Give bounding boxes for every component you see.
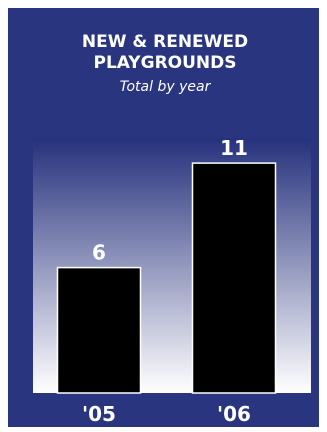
bars-group: 6 '05 11 '06 xyxy=(56,136,277,426)
chart-title-line-2: PLAYGROUNDS xyxy=(93,53,236,73)
bar-value-label-1: 6 xyxy=(92,241,106,265)
x-tick-label-1: '05 xyxy=(82,402,116,426)
chart-subtitle: Total by year xyxy=(120,79,212,95)
bar-value-label-2: 11 xyxy=(220,136,248,160)
chart-title-line-1: NEW & RENEWED xyxy=(82,32,248,52)
bar-1 xyxy=(56,266,142,394)
bar-2 xyxy=(191,162,277,394)
x-tick-label-2: '06 xyxy=(217,402,251,426)
